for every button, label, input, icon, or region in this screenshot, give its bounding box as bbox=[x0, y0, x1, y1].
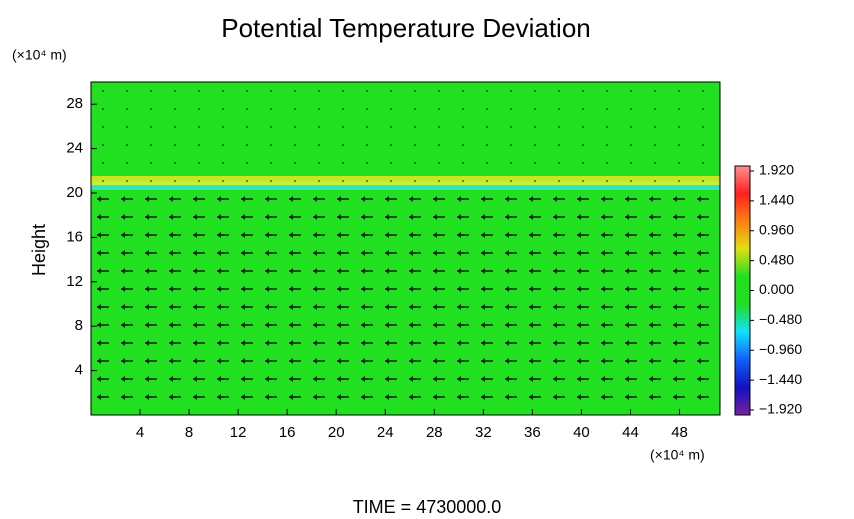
colorbar-tick-label: 0.000 bbox=[759, 281, 794, 297]
y-tick-label: 24 bbox=[66, 140, 83, 157]
x-tick-label: 20 bbox=[328, 424, 345, 441]
y-tick-label: 4 bbox=[75, 362, 83, 379]
y-tick-label: 20 bbox=[66, 184, 83, 201]
y-tick-label: 8 bbox=[75, 317, 83, 334]
x-tick-label: 44 bbox=[622, 424, 639, 441]
colorbar-tick-label: −1.440 bbox=[759, 371, 802, 387]
colorbar-tick-label: −0.960 bbox=[759, 341, 802, 357]
x-tick-label: 48 bbox=[671, 424, 688, 441]
wind-vectors bbox=[91, 196, 720, 412]
x-tick-label: 24 bbox=[377, 424, 394, 441]
x-tick-label: 32 bbox=[475, 424, 492, 441]
vector-dots bbox=[91, 82, 720, 194]
y-tick-label: 12 bbox=[66, 273, 83, 290]
x-tick-label: 12 bbox=[230, 424, 247, 441]
colorbar bbox=[734, 165, 751, 416]
x-tick-label: 8 bbox=[185, 424, 193, 441]
x-tick-label: 28 bbox=[426, 424, 443, 441]
colorbar-tick-label: 1.920 bbox=[759, 162, 794, 178]
x-unit: (×10⁴ m) bbox=[650, 447, 705, 463]
y-unit: (×10⁴ m) bbox=[12, 47, 67, 63]
x-tick-label: 16 bbox=[279, 424, 296, 441]
x-tick-label: 36 bbox=[524, 424, 541, 441]
x-tick-label: 4 bbox=[136, 424, 144, 441]
plot-frame bbox=[90, 81, 721, 416]
chart-title: Potential Temperature Deviation bbox=[221, 13, 591, 43]
colorbar-tick-label: 0.480 bbox=[759, 251, 794, 267]
y-tick-label: 28 bbox=[66, 95, 83, 112]
x-tick-label: 40 bbox=[573, 424, 590, 441]
colorbar-tick-label: −0.480 bbox=[759, 311, 802, 327]
colorbar-tick-label: −1.920 bbox=[759, 401, 802, 417]
footer: TIME = 4730000.0 bbox=[353, 497, 502, 517]
y-tick-label: 16 bbox=[66, 228, 83, 245]
colorbar-tick-label: 0.960 bbox=[759, 221, 794, 237]
y-axis-label: Height bbox=[29, 224, 49, 276]
field bbox=[90, 81, 721, 416]
colorbar-tick-label: 1.440 bbox=[759, 192, 794, 208]
